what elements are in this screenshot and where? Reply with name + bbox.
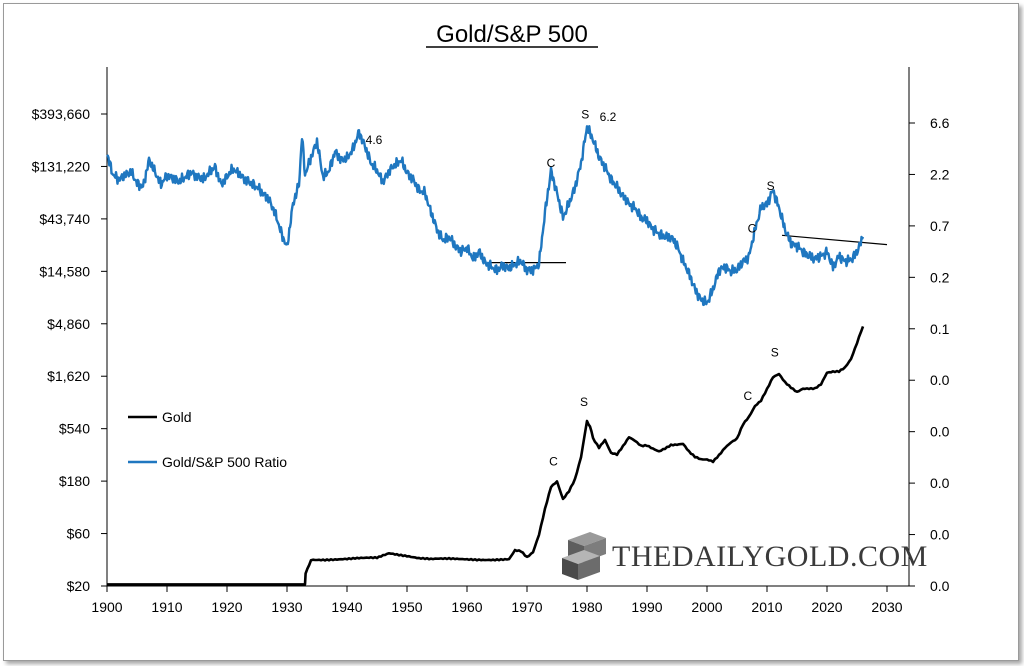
trendline: [781, 234, 888, 246]
annotation-label: 4.6: [366, 133, 383, 147]
ratio-series-line: [106, 125, 865, 307]
x-tick-label: 1960: [451, 599, 482, 615]
annotation-label: C: [547, 156, 556, 170]
left-tick-label: $131,220: [32, 158, 91, 174]
left-tick-label: $60: [67, 526, 91, 542]
x-tick-label: 1910: [151, 599, 182, 615]
x-tick-label: 1950: [391, 599, 422, 615]
annotation-label: C: [743, 389, 752, 403]
x-tick-label: 1980: [571, 599, 602, 615]
left-tick-label: $393,660: [32, 106, 91, 122]
x-tick-label: 2000: [691, 599, 722, 615]
series-lines: [106, 125, 865, 586]
legend: Gold Gold/S&P 500 Ratio: [128, 409, 287, 470]
annotations: 4.6 C S 6.2 S C C S C S: [366, 107, 779, 468]
x-axis-ticks: 1900 1910 1920 1930 1940 1950 1960 1970 1980 1990…: [91, 586, 903, 615]
left-tick-label: $20: [67, 578, 91, 594]
x-tick-label: 1900: [91, 599, 122, 615]
left-tick-label: $1,620: [47, 368, 90, 384]
legend-ratio-label: Gold/S&P 500 Ratio: [162, 454, 287, 470]
left-tick-label: $4,860: [47, 316, 90, 332]
right-tick-label: 0.1: [930, 321, 950, 337]
annotation-label: 6.2: [600, 110, 617, 124]
left-tick-label: $540: [59, 421, 90, 437]
annotation-label: S: [580, 395, 588, 409]
x-tick-label: 2030: [871, 599, 902, 615]
watermark: THEDAILYGOLD.COM: [562, 532, 928, 580]
annotation-label: C: [748, 221, 757, 235]
right-tick-label: 0.0: [930, 527, 950, 543]
left-tick-label: $180: [59, 473, 90, 489]
legend-gold-label: Gold: [162, 409, 192, 425]
x-tick-label: 1970: [511, 599, 542, 615]
annotation-label: S: [771, 345, 779, 359]
right-axis-ticks: 6.6 2.2 0.7 0.2 0.1 0.0 0.0 0.0 0.0 0.0: [909, 115, 950, 594]
x-tick-label: 2010: [751, 599, 782, 615]
x-tick-label: 1930: [271, 599, 302, 615]
left-axis-ticks: $393,660 $131,220 $43,740 $14,580 $4,860 $1,6…: [32, 106, 107, 594]
annotation-label: S: [581, 107, 589, 121]
right-tick-label: 2.2: [930, 166, 950, 182]
watermark-text: THEDAILYGOLD.COM: [612, 540, 928, 573]
chart-title: Gold/S&P 500: [436, 21, 588, 48]
x-tick-label: 1920: [211, 599, 242, 615]
right-tick-label: 0.0: [930, 372, 950, 388]
right-tick-label: 0.0: [930, 424, 950, 440]
left-tick-label: $14,580: [39, 263, 90, 279]
annotation-label: C: [549, 454, 558, 468]
right-tick-label: 0.0: [930, 578, 950, 594]
annotation-label: S: [767, 179, 775, 193]
chart-frame: [3, 3, 1019, 661]
right-tick-label: 0.7: [930, 218, 950, 234]
left-tick-label: $43,740: [39, 211, 90, 227]
right-tick-label: 0.2: [930, 269, 950, 285]
x-tick-label: 2020: [811, 599, 842, 615]
gold-series-line: [107, 325, 865, 586]
right-tick-label: 6.6: [930, 115, 950, 131]
x-tick-label: 1990: [631, 599, 662, 615]
right-tick-label: 0.0: [930, 475, 950, 491]
gold-bar-logo-icon: [562, 532, 606, 580]
x-tick-label: 1940: [331, 599, 362, 615]
